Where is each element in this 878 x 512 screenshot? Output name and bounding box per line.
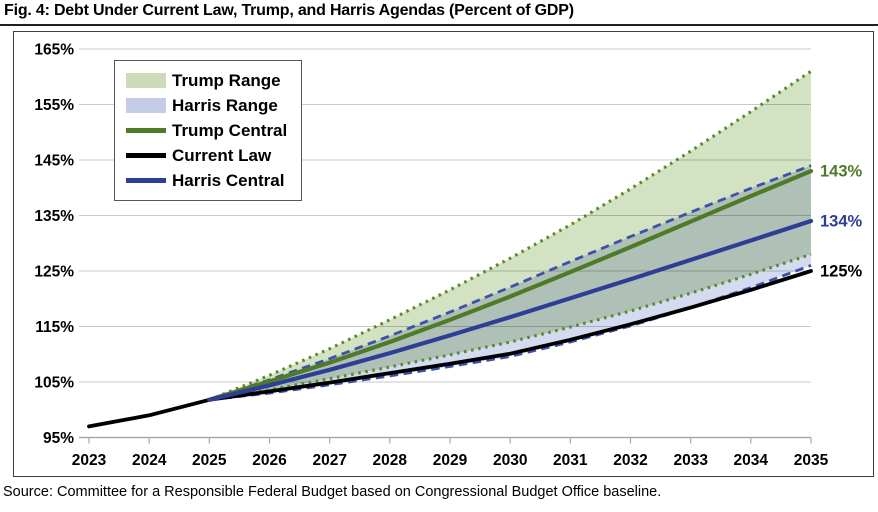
legend-item-harris-central: Harris Central [126,168,287,193]
y-tick-label: 115% [35,319,74,336]
legend-label: Harris Central [172,171,285,190]
harris-range-swatch-icon [126,98,166,113]
trump-range-lower-bound-line [209,252,812,402]
x-tick-label: 2023 [72,452,107,469]
figure-title: Fig. 4: Debt Under Current Law, Trump, a… [4,2,574,19]
x-tick-label: 2027 [312,452,346,469]
x-tick-label: 2033 [673,452,708,469]
trump-range-upper-bound-line [208,69,812,402]
harris-range-upper-bound-line [208,164,812,402]
trump-central-line [207,169,814,402]
x-tick-label: 2030 [493,452,527,469]
legend-item-trump-central: Trump Central [126,118,287,143]
trump-range-swatch-icon [126,73,166,88]
title-underline [0,24,878,26]
x-tick-label: 2035 [794,452,829,469]
legend-item-trump-range: Trump Range [126,68,287,93]
trump-central-swatch-icon [126,128,166,133]
y-tick-label: 145% [34,153,74,170]
chart-container: 95% 105% 115% 125% 135% 145% 155% 165% 2023 2024 2… [13,31,874,477]
legend-label: Trump Range [172,71,281,90]
y-tick-label: 165% [34,42,74,59]
chart-legend: Trump Range Harris Range Trump Central Curr… [114,60,303,201]
source-note: Source: Committee for a Responsible Fede… [3,484,662,500]
end-label: 143% [820,163,863,181]
x-tick-label: 2034 [734,452,769,469]
y-tick-label: 105% [34,375,74,392]
x-tick-label: 2026 [252,452,287,469]
harris-central-line [207,218,814,402]
legend-item-current-law: Current Law [126,143,287,168]
end-label: 134% [820,213,863,231]
x-tick-label: 2024 [132,452,167,469]
harris-central-swatch-icon [126,178,166,183]
legend-label: Harris Range [172,96,278,115]
x-tick-label: 2028 [373,452,408,469]
legend-label: Trump Central [172,121,288,140]
y-tick-label: 125% [34,264,74,281]
legend-label: Current Law [172,146,272,165]
x-tick-label: 2031 [553,452,588,469]
current-law-swatch-icon [126,153,166,158]
y-tick-label: 135% [34,208,74,225]
legend-item-harris-range: Harris Range [126,93,287,118]
x-tick-label: 2032 [613,452,647,469]
x-tick-label: 2025 [192,452,227,469]
x-tick-label: 2029 [433,452,468,469]
y-tick-label: 95% [43,430,74,447]
end-label: 125% [820,263,863,281]
y-tick-label: 155% [34,97,74,114]
